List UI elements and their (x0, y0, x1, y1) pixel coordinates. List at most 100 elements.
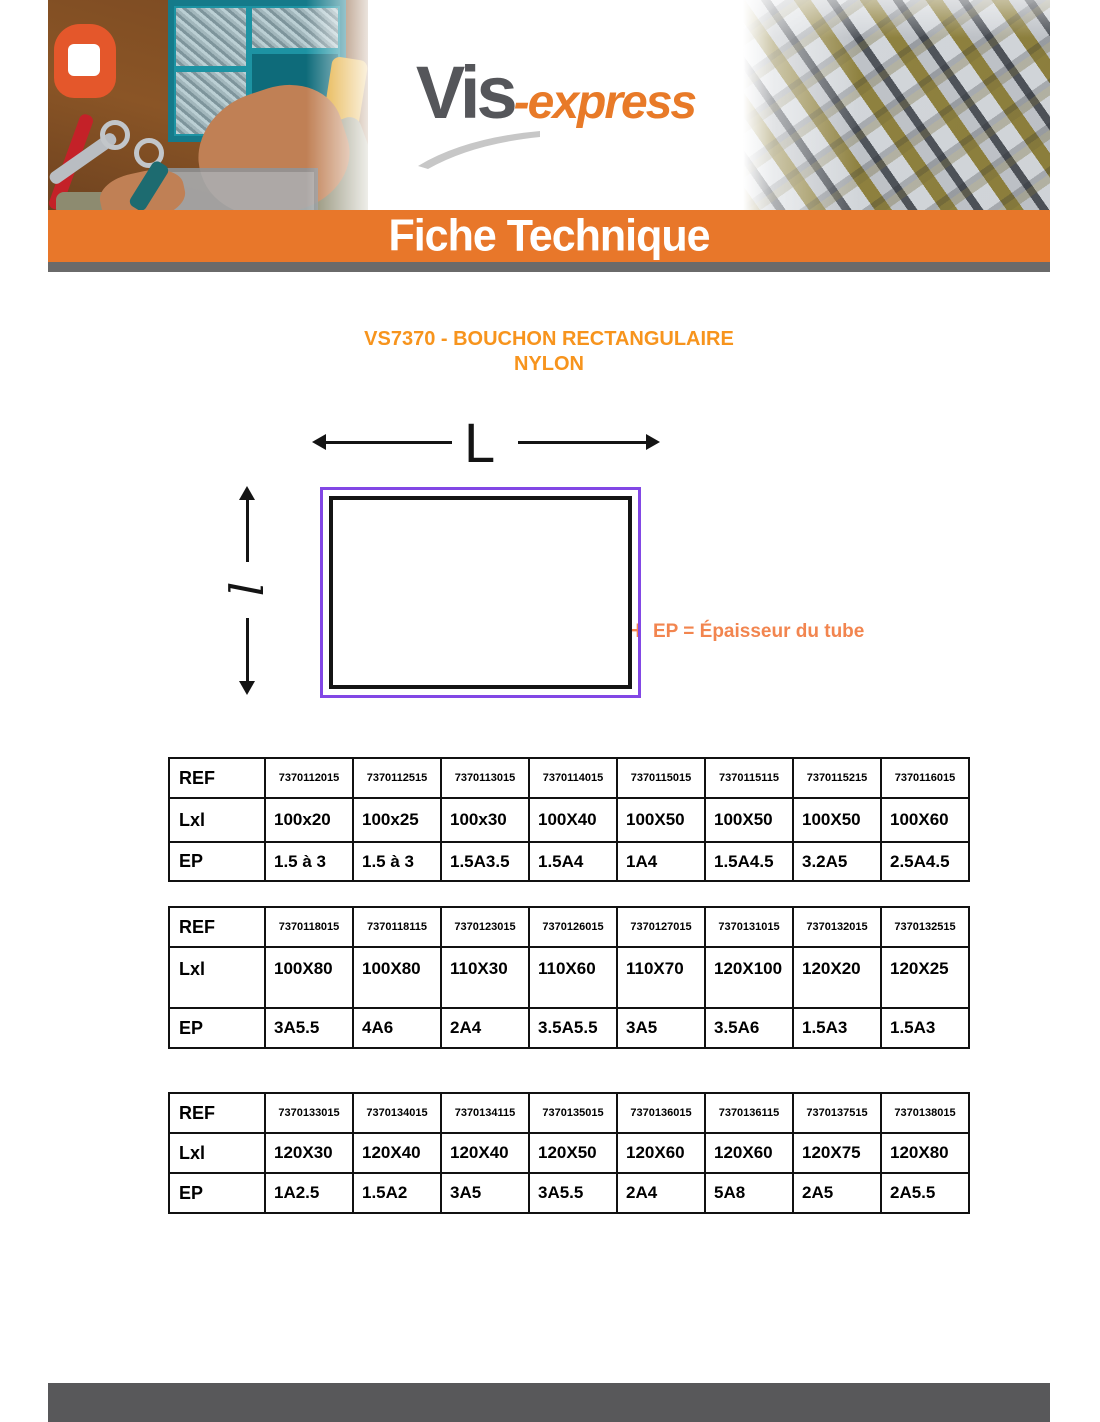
toolbox-cell (176, 8, 246, 66)
ep-cell: 1A4 (616, 841, 706, 882)
row-header: Lxl (168, 797, 266, 843)
dim-cell: 120X50 (528, 1132, 618, 1174)
row-header: EP (168, 1007, 266, 1049)
banner: Fiche Technique (48, 210, 1050, 262)
ep-cell: 3A5 (440, 1172, 530, 1214)
ep-cell: 4A6 (352, 1007, 442, 1049)
ref-cell: 7370116015 (880, 757, 970, 799)
dim-cell: 120X75 (792, 1132, 882, 1174)
spec-table-2: REF 7370118015 7370118115 7370123015 737… (168, 906, 970, 1049)
ep-cell: 3.2A5 (792, 841, 882, 882)
screws-photo (743, 0, 1050, 210)
dim-cell: 120X20 (792, 946, 882, 1009)
ref-cell: 7370138015 (880, 1092, 970, 1134)
tape-measure-face (68, 44, 100, 76)
ref-cell: 7370137515 (792, 1092, 882, 1134)
dim-cell: 100X50 (792, 797, 882, 843)
ref-cell: 7370136115 (704, 1092, 794, 1134)
arrow-down-icon (239, 681, 255, 695)
banner-underline (48, 262, 1050, 272)
dim-cell: 100X60 (880, 797, 970, 843)
ep-cell: 5A8 (704, 1172, 794, 1214)
ref-cell: 7370118115 (352, 906, 442, 948)
ref-cell: 7370112015 (264, 757, 354, 799)
length-label: L (464, 411, 496, 474)
table-row: EP 1A2.5 1.5A2 3A5 3A5.5 2A4 5A8 2A5 2A5… (168, 1172, 970, 1214)
table-row: Lxl 120X30 120X40 120X40 120X50 120X60 1… (168, 1132, 970, 1174)
ep-cell: 1.5A3.5 (440, 841, 530, 882)
ref-cell: 7370113015 (440, 757, 530, 799)
ep-cell: 1.5A4 (528, 841, 618, 882)
photo-fade (306, 0, 368, 210)
width-arrow-line (246, 498, 249, 562)
table-row: REF 7370118015 7370118115 7370123015 737… (168, 906, 970, 948)
product-title-line2: NYLON (514, 353, 584, 375)
ref-cell: 7370123015 (440, 906, 530, 948)
logo-swoosh-icon (418, 131, 540, 169)
dim-cell: 120X60 (704, 1132, 794, 1174)
row-header: Lxl (168, 1132, 266, 1174)
ep-cell: 2A5 (792, 1172, 882, 1214)
ref-cell: 7370115015 (616, 757, 706, 799)
row-header: REF (168, 1092, 266, 1134)
product-title: VS7370 - BOUCHON RECTANGULAIRE NYLON (48, 327, 1050, 377)
ref-cell: 7370134115 (440, 1092, 530, 1134)
ref-cell: 7370134015 (352, 1092, 442, 1134)
table-row: EP 3A5.5 4A6 2A4 3.5A5.5 3A5 3.5A6 1.5A3… (168, 1007, 970, 1049)
dim-cell: 110X30 (440, 946, 530, 1009)
arrow-left-icon (312, 434, 326, 450)
width-arrow-line (246, 618, 249, 682)
ep-cell: 3.5A6 (704, 1007, 794, 1049)
dim-cell: 120X100 (704, 946, 794, 1009)
ep-cell: 1.5A2 (352, 1172, 442, 1214)
ref-cell: 7370131015 (704, 906, 794, 948)
ref-cell: 7370126015 (528, 906, 618, 948)
ep-cell: 2A4 (440, 1007, 530, 1049)
dim-cell: 100X50 (616, 797, 706, 843)
ref-cell: 7370114015 (528, 757, 618, 799)
ep-cell: 3A5.5 (528, 1172, 618, 1214)
dim-cell: 120X30 (264, 1132, 354, 1174)
row-header: Lxl (168, 946, 266, 1009)
ep-cell: 3A5.5 (264, 1007, 354, 1049)
row-header: REF (168, 757, 266, 799)
ref-cell: 7370133015 (264, 1092, 354, 1134)
row-header: EP (168, 1172, 266, 1214)
dim-cell: 100X50 (704, 797, 794, 843)
dim-cell: 100X80 (352, 946, 442, 1009)
dim-cell: 100x20 (264, 797, 354, 843)
table-row: Lxl 100x20 100x25 100x30 100X40 100X50 1… (168, 797, 970, 843)
dim-cell: 110X70 (616, 946, 706, 1009)
ep-cell: 2A5.5 (880, 1172, 970, 1214)
ref-cell: 7370127015 (616, 906, 706, 948)
row-header: EP (168, 841, 266, 882)
ep-cell: 1.5 à 3 (352, 841, 442, 882)
ref-cell: 7370115215 (792, 757, 882, 799)
logo-text-secondary: -express (513, 76, 697, 129)
ref-cell: 7370118015 (264, 906, 354, 948)
ep-cell: 2A4 (616, 1172, 706, 1214)
washer-shape (134, 138, 164, 168)
dim-cell: 120X60 (616, 1132, 706, 1174)
product-title-line1: VS7370 - BOUCHON RECTANGULAIRE (364, 328, 734, 350)
table-row: Lxl 100X80 100X80 110X30 110X60 110X70 1… (168, 946, 970, 1009)
spec-table-1: REF 7370112015 7370112515 7370113015 737… (168, 757, 970, 882)
dim-cell: 100x30 (440, 797, 530, 843)
ep-cell: 1.5 à 3 (264, 841, 354, 882)
vis-express-logo: Vis-express (368, 50, 743, 175)
footer-bar (48, 1383, 1050, 1422)
dim-cell: 120X80 (880, 1132, 970, 1174)
spec-table-3: REF 7370133015 7370134015 7370134115 737… (168, 1092, 970, 1214)
washer-shape (100, 120, 130, 150)
dim-cell: 100X80 (264, 946, 354, 1009)
ep-cell: 1.5A3 (880, 1007, 970, 1049)
banner-title: Fiche Technique (388, 210, 710, 261)
dim-cell: 100X40 (528, 797, 618, 843)
tube-inner-wall (329, 496, 632, 689)
length-arrow-line (518, 441, 649, 444)
ref-cell: 7370112515 (352, 757, 442, 799)
dim-cell: 120X40 (352, 1132, 442, 1174)
ref-cell: 7370132015 (792, 906, 882, 948)
length-arrow-line (318, 441, 452, 444)
dim-cell: 120X25 (880, 946, 970, 1009)
